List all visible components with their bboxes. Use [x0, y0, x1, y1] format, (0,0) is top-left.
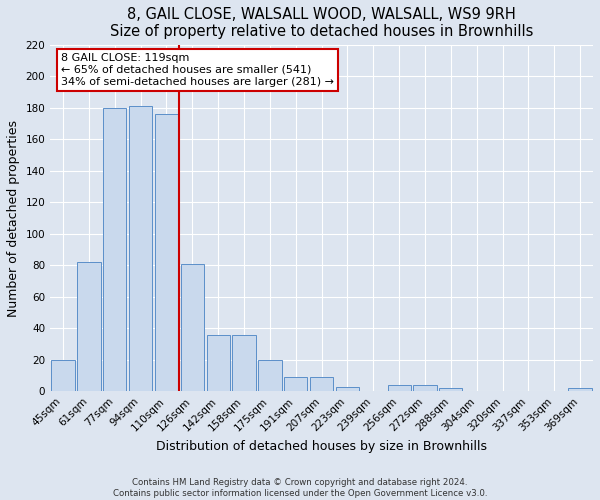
Bar — [388, 385, 411, 392]
Bar — [310, 377, 333, 392]
Bar — [52, 360, 74, 392]
Bar — [413, 385, 437, 392]
Bar — [103, 108, 127, 392]
Bar — [181, 264, 204, 392]
Bar — [155, 114, 178, 392]
Bar — [568, 388, 592, 392]
Bar — [232, 334, 256, 392]
Bar — [77, 262, 101, 392]
Bar — [336, 386, 359, 392]
Y-axis label: Number of detached properties: Number of detached properties — [7, 120, 20, 316]
X-axis label: Distribution of detached houses by size in Brownhills: Distribution of detached houses by size … — [156, 440, 487, 453]
Text: Contains HM Land Registry data © Crown copyright and database right 2024.
Contai: Contains HM Land Registry data © Crown c… — [113, 478, 487, 498]
Title: 8, GAIL CLOSE, WALSALL WOOD, WALSALL, WS9 9RH
Size of property relative to detac: 8, GAIL CLOSE, WALSALL WOOD, WALSALL, WS… — [110, 7, 533, 40]
Text: 8 GAIL CLOSE: 119sqm
← 65% of detached houses are smaller (541)
34% of semi-deta: 8 GAIL CLOSE: 119sqm ← 65% of detached h… — [61, 54, 334, 86]
Bar — [284, 377, 307, 392]
Bar — [439, 388, 463, 392]
Bar — [129, 106, 152, 392]
Bar — [206, 334, 230, 392]
Bar — [258, 360, 281, 392]
